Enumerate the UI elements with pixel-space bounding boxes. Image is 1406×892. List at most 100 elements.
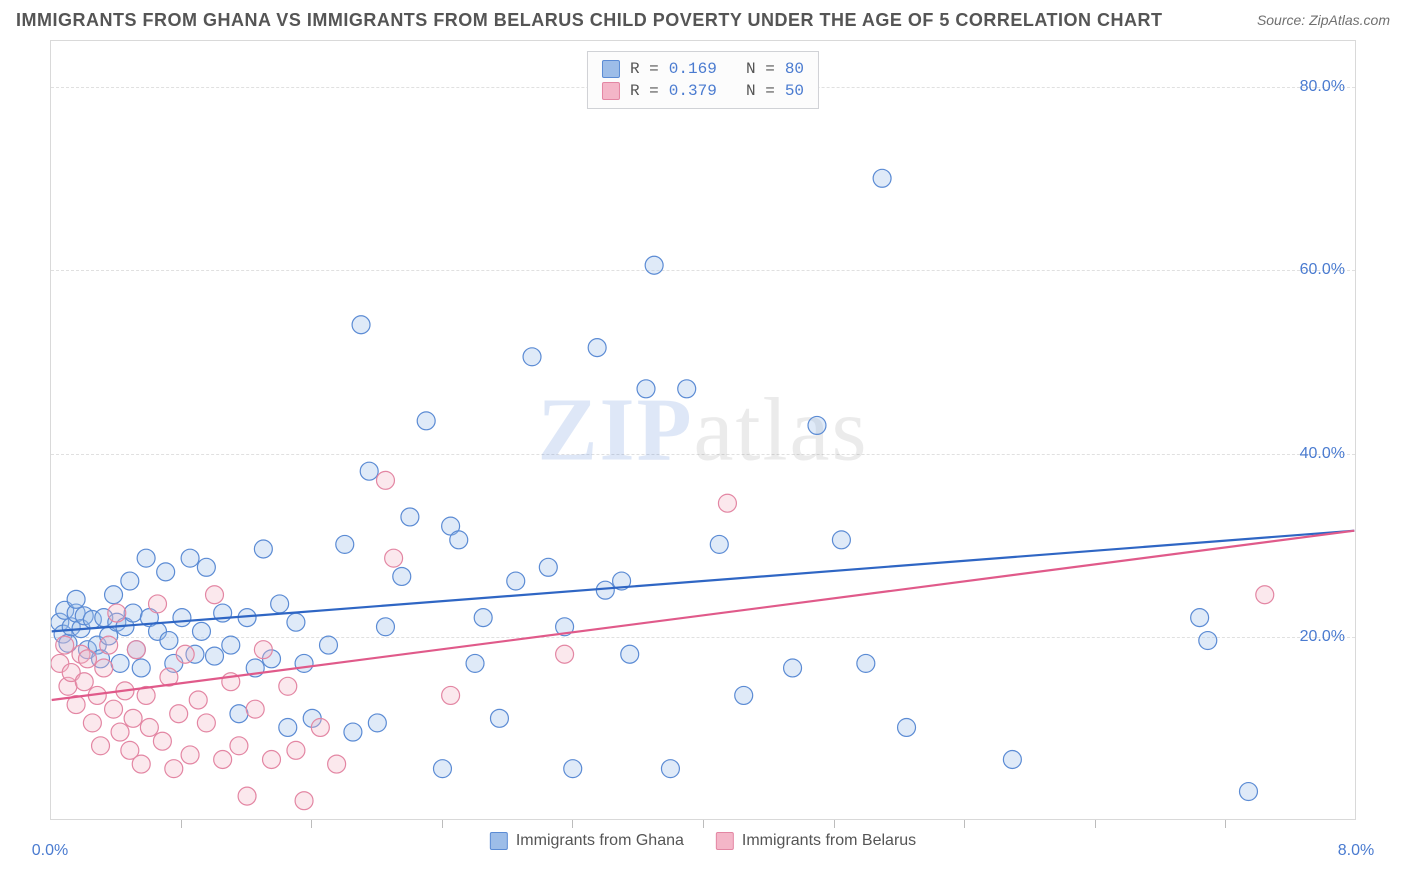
data-point-ghana bbox=[377, 618, 395, 636]
stat-r-label: R = bbox=[630, 82, 659, 100]
data-point-belarus bbox=[295, 792, 313, 810]
x-minor-tick bbox=[181, 820, 182, 828]
x-minor-tick bbox=[572, 820, 573, 828]
data-point-ghana bbox=[254, 540, 272, 558]
data-point-ghana bbox=[417, 412, 435, 430]
stat-n-value: 80 bbox=[785, 60, 804, 78]
data-point-ghana bbox=[137, 549, 155, 567]
stat-r-value: 0.169 bbox=[669, 60, 717, 78]
data-point-belarus bbox=[328, 755, 346, 773]
data-point-belarus bbox=[556, 645, 574, 663]
data-point-ghana bbox=[1199, 632, 1217, 650]
x-axis: 0.0%8.0% bbox=[50, 820, 1356, 880]
data-point-ghana bbox=[181, 549, 199, 567]
data-point-ghana bbox=[539, 558, 557, 576]
data-point-ghana bbox=[1003, 751, 1021, 769]
data-point-belarus bbox=[95, 659, 113, 677]
data-point-ghana bbox=[344, 723, 362, 741]
scatter-svg bbox=[51, 41, 1355, 819]
data-point-ghana bbox=[360, 462, 378, 480]
swatch-icon bbox=[490, 832, 508, 850]
data-point-ghana bbox=[1191, 609, 1209, 627]
data-point-ghana bbox=[160, 632, 178, 650]
data-point-belarus bbox=[442, 686, 460, 704]
data-point-ghana bbox=[67, 590, 85, 608]
data-point-ghana bbox=[490, 709, 508, 727]
data-point-belarus bbox=[238, 787, 256, 805]
plot-area: ZIPatlas 20.0%40.0%60.0%80.0% R =0.169 N… bbox=[50, 40, 1356, 820]
data-point-ghana bbox=[507, 572, 525, 590]
data-point-ghana bbox=[193, 622, 211, 640]
data-point-belarus bbox=[287, 741, 305, 759]
data-point-ghana bbox=[336, 535, 354, 553]
correlation-legend: R = 0.169 N = 80 R = 0.379 N = 50 bbox=[587, 51, 819, 109]
data-point-belarus bbox=[230, 737, 248, 755]
data-point-ghana bbox=[393, 567, 411, 585]
data-point-ghana bbox=[433, 760, 451, 778]
chart-header: IMMIGRANTS FROM GHANA VS IMMIGRANTS FROM… bbox=[0, 0, 1406, 40]
data-point-ghana bbox=[523, 348, 541, 366]
data-point-belarus bbox=[56, 636, 74, 654]
legend-item: Immigrants from Ghana bbox=[490, 832, 684, 850]
stat-n-value: 50 bbox=[785, 82, 804, 100]
data-point-ghana bbox=[206, 647, 224, 665]
data-point-belarus bbox=[132, 755, 150, 773]
x-minor-tick bbox=[1095, 820, 1096, 828]
data-point-ghana bbox=[352, 316, 370, 334]
data-point-ghana bbox=[596, 581, 614, 599]
swatch-icon bbox=[602, 82, 620, 100]
x-tick-label: 0.0% bbox=[32, 842, 68, 860]
data-point-ghana bbox=[401, 508, 419, 526]
stat-n-label: N = bbox=[727, 82, 775, 100]
data-point-ghana bbox=[124, 604, 142, 622]
data-point-ghana bbox=[173, 609, 191, 627]
data-point-belarus bbox=[206, 586, 224, 604]
stats-row-belarus: R = 0.379 N = 50 bbox=[598, 80, 808, 102]
x-minor-tick bbox=[442, 820, 443, 828]
stat-r-label: R = bbox=[630, 60, 659, 78]
data-point-ghana bbox=[295, 654, 313, 672]
data-point-ghana bbox=[105, 586, 123, 604]
data-point-ghana bbox=[287, 613, 305, 631]
data-point-ghana bbox=[898, 718, 916, 736]
data-point-ghana bbox=[621, 645, 639, 663]
data-point-ghana bbox=[466, 654, 484, 672]
data-point-belarus bbox=[92, 737, 110, 755]
data-point-belarus bbox=[149, 595, 167, 613]
data-point-belarus bbox=[311, 718, 329, 736]
data-point-ghana bbox=[474, 609, 492, 627]
stats-row-ghana: R = 0.169 N = 80 bbox=[598, 58, 808, 80]
data-point-ghana bbox=[808, 416, 826, 434]
data-point-belarus bbox=[100, 636, 118, 654]
data-point-belarus bbox=[165, 760, 183, 778]
stat-r-value: 0.379 bbox=[669, 82, 717, 100]
data-point-belarus bbox=[127, 641, 145, 659]
data-point-belarus bbox=[385, 549, 403, 567]
stat-n-label: N = bbox=[727, 60, 775, 78]
data-point-belarus bbox=[377, 471, 395, 489]
y-tick-label: 80.0% bbox=[1300, 78, 1345, 96]
data-point-ghana bbox=[230, 705, 248, 723]
data-point-ghana bbox=[450, 531, 468, 549]
data-point-belarus bbox=[718, 494, 736, 512]
data-point-belarus bbox=[214, 751, 232, 769]
data-point-ghana bbox=[111, 654, 129, 672]
x-minor-tick bbox=[834, 820, 835, 828]
y-tick-label: 20.0% bbox=[1300, 628, 1345, 646]
x-minor-tick bbox=[311, 820, 312, 828]
data-point-ghana bbox=[132, 659, 150, 677]
data-point-belarus bbox=[263, 751, 281, 769]
data-point-belarus bbox=[246, 700, 264, 718]
legend-label: Immigrants from Ghana bbox=[516, 832, 684, 850]
y-tick-label: 40.0% bbox=[1300, 445, 1345, 463]
data-point-ghana bbox=[832, 531, 850, 549]
data-point-belarus bbox=[108, 604, 126, 622]
chart-title: IMMIGRANTS FROM GHANA VS IMMIGRANTS FROM… bbox=[16, 10, 1163, 31]
data-point-ghana bbox=[320, 636, 338, 654]
x-minor-tick bbox=[703, 820, 704, 828]
x-minor-tick bbox=[964, 820, 965, 828]
data-point-ghana bbox=[588, 339, 606, 357]
data-point-ghana bbox=[121, 572, 139, 590]
data-point-ghana bbox=[222, 636, 240, 654]
data-point-belarus bbox=[1256, 586, 1274, 604]
